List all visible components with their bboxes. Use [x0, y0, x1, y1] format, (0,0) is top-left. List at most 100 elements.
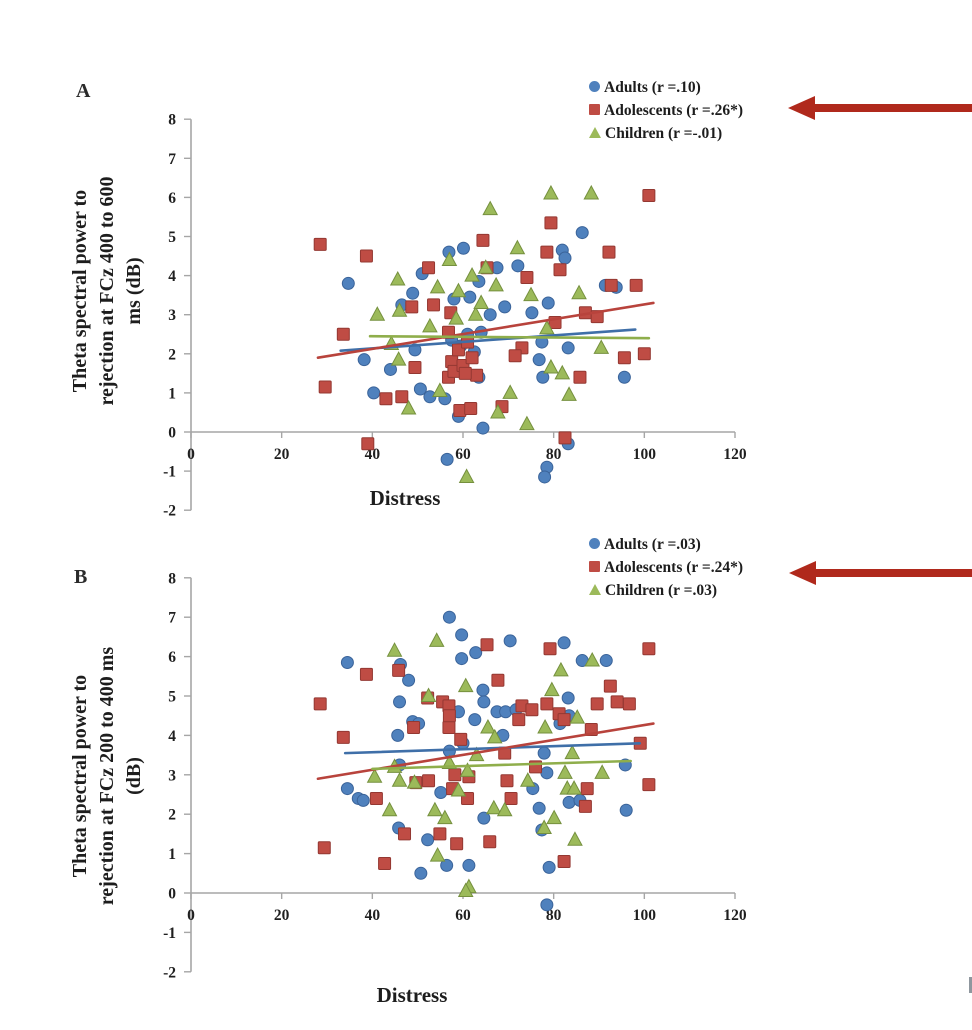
data-point-adults-panel-b: [468, 713, 482, 727]
data-point-adolescents-panel-b: [454, 732, 468, 746]
data-point-adolescents-panel-a: [318, 380, 332, 394]
y-tick-label-panel-a: 7: [168, 151, 176, 168]
data-point-adults-panel-b: [619, 803, 633, 817]
data-point-adults-panel-a: [406, 286, 420, 300]
data-point-adults-panel-b: [537, 746, 551, 760]
x-tick-label-panel-a: 0: [187, 446, 195, 463]
data-point-adolescents-panel-b: [422, 774, 436, 788]
data-point-children-panel-b: [381, 801, 398, 817]
y-tick-label-panel-b: 2: [168, 807, 176, 824]
data-point-adolescents-panel-b: [580, 782, 594, 796]
data-point-adults-panel-a: [341, 276, 355, 290]
data-point-adults-panel-b: [340, 782, 354, 796]
data-point-children-panel-a: [488, 276, 504, 292]
data-point-children-panel-b: [457, 677, 474, 693]
data-point-children-panel-b: [566, 780, 582, 795]
data-point-adults-panel-b: [421, 833, 435, 847]
legend-label: Children (r =-.01): [605, 125, 723, 142]
data-point-children-panel-b: [450, 782, 467, 797]
arrow-shaft: [815, 104, 972, 112]
data-point-adults-panel-a: [536, 370, 550, 384]
data-point-adults-panel-b: [540, 898, 554, 912]
data-point-adults-panel-b: [503, 634, 517, 648]
y-title-line: Theta spectral power to: [69, 674, 91, 878]
data-point-adolescents-panel-b: [407, 721, 421, 735]
data-point-adolescents-panel-a: [476, 233, 490, 247]
data-point-children-panel-a: [482, 200, 499, 216]
data-point-adolescents-panel-b: [557, 854, 571, 868]
y-tick-label-panel-a: -2: [163, 503, 176, 520]
data-point-children-panel-b: [406, 774, 423, 789]
data-point-adolescents-panel-b: [313, 697, 327, 711]
data-point-children-panel-b: [437, 809, 453, 825]
x-tick-label-panel-b: 20: [274, 907, 290, 924]
data-point-children-panel-a: [509, 239, 526, 255]
data-point-adolescents-panel-a: [359, 249, 373, 263]
data-point-children-panel-b: [427, 801, 443, 817]
data-point-adults-panel-a: [511, 259, 525, 273]
y-tick-label-panel-a: 2: [168, 346, 176, 363]
data-point-children-panel-a: [583, 184, 600, 200]
data-point-adolescents-panel-a: [405, 300, 419, 314]
data-point-adolescents-panel-b: [557, 713, 571, 727]
data-point-adolescents-panel-b: [442, 721, 456, 735]
data-point-adolescents-panel-a: [427, 298, 441, 312]
data-point-children-panel-b: [486, 728, 503, 744]
y-tick-label-panel-b: 7: [168, 610, 176, 627]
y-tick-label-panel-b: 3: [168, 767, 176, 784]
data-point-children-panel-b: [546, 809, 562, 825]
data-point-adults-panel-b: [540, 766, 554, 780]
data-point-adults-panel-a: [456, 241, 470, 255]
data-point-children-panel-b: [391, 772, 408, 787]
data-point-adolescents-panel-a: [637, 347, 651, 361]
y-tick-label-panel-a: 8: [168, 112, 176, 129]
data-point-adults-panel-a: [558, 251, 572, 265]
data-point-adults-panel-b: [391, 728, 405, 742]
data-point-adults-panel-a: [498, 300, 512, 314]
data-point-adults-panel-b: [455, 652, 469, 666]
data-point-children-panel-a: [554, 364, 571, 380]
arrow-head-icon: [788, 96, 815, 120]
data-point-adolescents-panel-a: [470, 368, 484, 382]
x-tick-label-panel-b: 100: [633, 907, 657, 924]
data-point-children-panel-b: [536, 819, 552, 834]
data-point-adolescents-panel-a: [508, 349, 522, 363]
data-point-children-panel-b: [564, 744, 581, 760]
data-point-children-panel-a: [400, 399, 417, 415]
y-tick-label-panel-a: 3: [168, 307, 176, 324]
data-point-children-panel-a: [502, 384, 518, 399]
data-point-children-panel-b: [569, 709, 586, 724]
data-point-adolescents-panel-a: [408, 360, 422, 374]
annotation-arrow-panel-b: [789, 561, 972, 585]
legend-label: Adults (r =.03): [604, 536, 701, 553]
data-point-adolescents-panel-a: [629, 278, 643, 292]
y-tick-label-panel-a: 6: [168, 190, 176, 207]
data-point-adults-panel-a: [541, 296, 555, 310]
data-point-adolescents-panel-a: [602, 245, 616, 259]
data-point-children-panel-a: [441, 251, 458, 266]
data-point-adults-panel-b: [542, 860, 556, 874]
data-point-adults-panel-b: [442, 610, 456, 624]
data-point-adolescents-panel-b: [500, 774, 514, 788]
data-point-adults-panel-a: [538, 470, 552, 484]
y-tick-label-panel-b: 8: [168, 570, 176, 587]
data-point-children-panel-b: [584, 651, 601, 667]
data-point-adults-panel-b: [393, 695, 407, 709]
data-point-adolescents-panel-a: [558, 431, 572, 445]
data-point-adolescents-panel-b: [433, 827, 447, 841]
trend-line-adults-panel-b: [343, 741, 642, 755]
data-point-adults-panel-b: [477, 811, 491, 825]
x-tick-label-panel-b: 80: [546, 907, 562, 924]
data-point-adolescents-panel-a: [540, 245, 554, 259]
data-point-adolescents-panel-a: [553, 263, 567, 277]
y-tick-label-panel-b: 5: [168, 689, 176, 706]
data-point-children-panel-b: [557, 764, 573, 779]
data-point-children-panel-b: [553, 661, 569, 677]
data-point-adolescents-panel-a: [379, 392, 393, 406]
data-point-adolescents-panel-b: [378, 856, 392, 870]
panel-b-y-axis-title: Theta spectral power to rejection at FCz…: [67, 576, 153, 976]
arrow-head-icon: [789, 561, 816, 585]
data-point-adolescents-panel-b: [578, 799, 592, 813]
legend-panel-b: Adults (r =.03) Adolescents (r =.24*) Ch…: [589, 533, 743, 602]
data-point-children-panel-b: [519, 772, 536, 787]
